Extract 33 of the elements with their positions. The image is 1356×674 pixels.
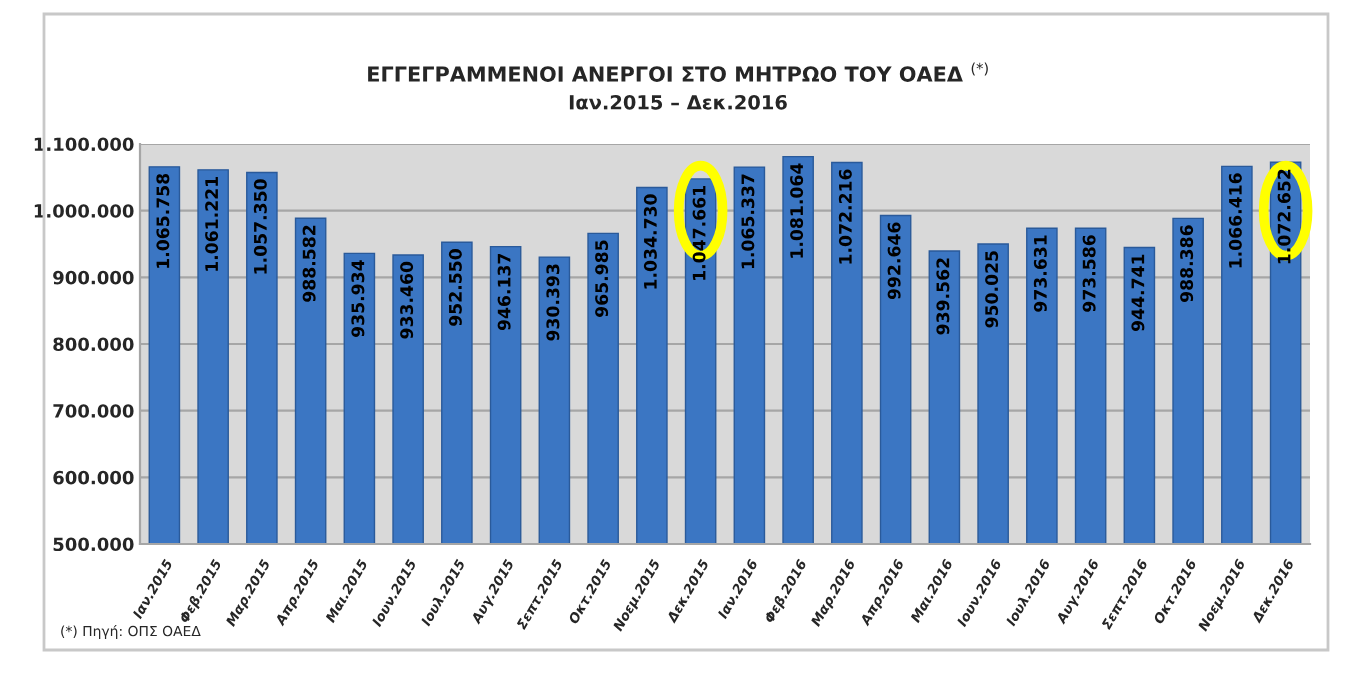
data-label: 1.047.661 bbox=[692, 186, 706, 280]
data-label: 1.072.652 bbox=[1277, 169, 1291, 264]
y-tick-label: 500.000 bbox=[53, 537, 134, 552]
data-label: 933.460 bbox=[400, 261, 414, 339]
data-label: 1.065.758 bbox=[156, 173, 170, 268]
data-label: 1.066.416 bbox=[1228, 173, 1242, 268]
data-label: 1.061.221 bbox=[205, 177, 219, 271]
data-label: 939.562 bbox=[936, 258, 950, 335]
data-label: 965.985 bbox=[595, 240, 609, 317]
data-label: 988.582 bbox=[302, 225, 316, 302]
data-label: 1.065.337 bbox=[741, 174, 755, 269]
chart-title: ΕΓΓΕΓΡΑΜΜΕΝΟΙ ΑΝΕΡΓΟΙ ΣΤΟ ΜΗΤΡΩΟ ΤΟΥ ΟΑΕΔ $^{(*)}$ bbox=[368, 62, 988, 82]
y-tick-label: 900.000 bbox=[53, 270, 134, 285]
y-tick-label: 1.100.000 bbox=[34, 137, 134, 152]
data-label: 1.072.216 bbox=[838, 169, 852, 264]
data-label: 973.631 bbox=[1033, 235, 1047, 312]
chart-subtitle: Ιαν.2015 – Δεκ.2016 bbox=[569, 94, 787, 110]
data-label: 1.057.350 bbox=[253, 179, 267, 274]
y-tick-label: 1.000.000 bbox=[34, 204, 134, 218]
data-label: 988.386 bbox=[1180, 225, 1194, 302]
y-tick-label: 700.000 bbox=[53, 404, 134, 418]
data-label: 935.934 bbox=[351, 260, 365, 337]
data-label: 1.034.730 bbox=[643, 194, 657, 289]
data-label: 992.646 bbox=[887, 222, 901, 300]
data-label: 950.025 bbox=[985, 251, 999, 328]
data-label: 1.081.064 bbox=[790, 163, 804, 258]
data-label: 952.550 bbox=[448, 249, 462, 326]
data-label: 930.393 bbox=[546, 264, 560, 341]
data-label: 944.741 bbox=[1131, 254, 1145, 332]
data-label: 946.137 bbox=[497, 253, 511, 331]
y-tick-label: 600.000 bbox=[53, 470, 134, 485]
data-label: 973.586 bbox=[1082, 235, 1096, 312]
y-tick-label: 800.000 bbox=[53, 337, 134, 352]
